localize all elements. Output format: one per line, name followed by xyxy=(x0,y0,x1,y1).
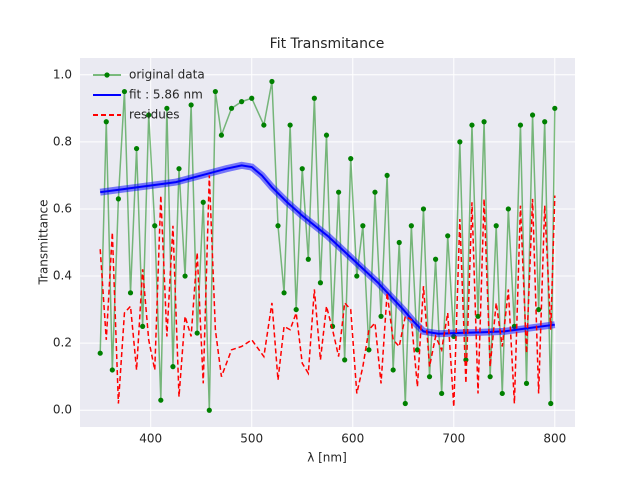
data-point xyxy=(170,364,176,370)
data-point xyxy=(408,223,414,229)
data-point xyxy=(152,223,158,229)
y-tick-label: 0.4 xyxy=(53,269,72,283)
chart-title: Fit Transmitance xyxy=(270,36,385,52)
data-point xyxy=(200,199,206,205)
data-point xyxy=(103,119,109,125)
data-point xyxy=(311,95,317,101)
data-point xyxy=(158,397,164,403)
data-point xyxy=(445,233,451,239)
data-point xyxy=(487,374,493,380)
legend-label: fit : 5.86 nm xyxy=(129,88,203,102)
data-point xyxy=(317,280,324,286)
data-point xyxy=(354,273,360,279)
y-tick-label: 0.6 xyxy=(53,201,72,215)
data-point xyxy=(390,367,396,373)
legend-label: residues xyxy=(129,108,180,122)
legend-label: original data xyxy=(129,68,205,82)
y-tick-label: 0.0 xyxy=(53,403,72,417)
data-point xyxy=(469,122,475,128)
data-point xyxy=(275,223,281,229)
data-point xyxy=(517,122,524,128)
data-point xyxy=(548,400,554,407)
data-point xyxy=(146,112,152,118)
plot-area xyxy=(80,58,575,427)
data-point xyxy=(228,105,235,111)
data-point xyxy=(366,347,372,353)
data-point xyxy=(127,290,134,296)
data-point xyxy=(493,223,499,229)
y-tick-label: 0.8 xyxy=(53,134,72,148)
x-tick-label: 400 xyxy=(139,432,162,446)
data-point xyxy=(194,330,200,336)
x-tick-label: 800 xyxy=(543,432,566,446)
legend: original data fit : 5.86 nm residues xyxy=(93,68,205,122)
data-point xyxy=(293,306,299,313)
series-line xyxy=(100,164,555,335)
grid xyxy=(80,58,575,427)
legend-marker xyxy=(104,72,110,78)
data-point xyxy=(176,166,182,172)
data-point xyxy=(261,122,267,128)
data-point xyxy=(457,139,463,145)
data-point xyxy=(505,206,511,212)
data-point xyxy=(542,119,548,125)
data-point xyxy=(348,156,354,162)
x-tick-label: 700 xyxy=(442,432,465,446)
data-point xyxy=(536,306,542,313)
data-point xyxy=(384,172,390,179)
data-point xyxy=(299,166,305,172)
data-point xyxy=(523,380,530,386)
data-point xyxy=(402,400,408,407)
data-point xyxy=(499,390,505,397)
data-point xyxy=(133,145,140,152)
data-point xyxy=(140,323,146,329)
data-point xyxy=(372,189,378,195)
data-point xyxy=(164,105,170,111)
data-point xyxy=(121,88,128,95)
data-point xyxy=(342,357,348,363)
data-point xyxy=(212,88,218,95)
data-point xyxy=(188,102,194,108)
data-point xyxy=(206,407,212,413)
data-point xyxy=(414,347,421,353)
data-point xyxy=(378,313,384,319)
data-point xyxy=(481,119,487,125)
data-point xyxy=(420,206,427,212)
y-axis-label: Transmittance xyxy=(37,199,51,285)
data-point xyxy=(281,290,287,296)
data-point xyxy=(287,122,293,128)
data-point xyxy=(218,132,225,138)
data-point xyxy=(432,256,439,262)
data-point xyxy=(305,256,311,262)
data-point xyxy=(360,223,366,229)
y-tick-label: 1.0 xyxy=(53,67,72,81)
x-tick-label: 600 xyxy=(341,432,364,446)
data-point xyxy=(269,78,275,85)
data-point xyxy=(97,350,103,356)
data-point xyxy=(552,105,558,111)
data-point xyxy=(323,132,330,138)
data-point xyxy=(426,374,433,380)
data-point xyxy=(336,189,342,195)
marks xyxy=(97,78,558,413)
y-tick-label: 0.2 xyxy=(53,336,72,350)
data-point xyxy=(396,239,402,246)
data-point xyxy=(529,112,536,118)
data-point xyxy=(439,390,445,397)
data-point xyxy=(109,367,115,373)
series-line xyxy=(99,175,556,407)
data-point xyxy=(182,273,188,279)
data-point xyxy=(115,196,121,202)
x-axis-label: λ [nm] xyxy=(307,451,347,465)
x-tick-label: 500 xyxy=(240,432,263,446)
data-point xyxy=(239,99,245,105)
data-point xyxy=(475,313,481,319)
data-point xyxy=(249,95,255,101)
